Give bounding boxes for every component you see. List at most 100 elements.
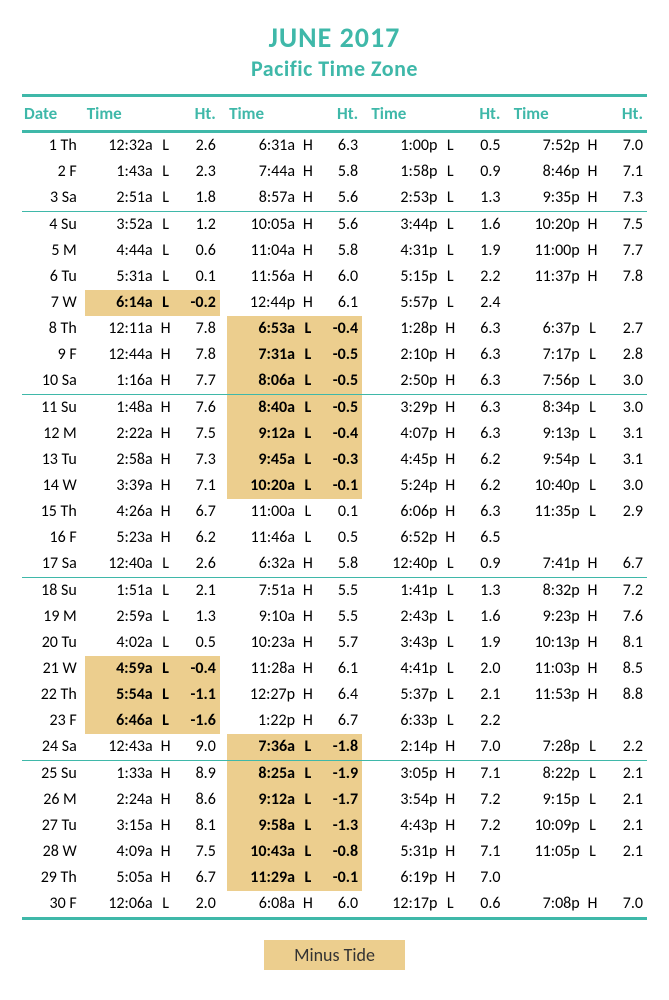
cell: 6.2 <box>176 525 219 551</box>
cell: 6.2 <box>461 447 504 473</box>
cell: 4:44a <box>85 238 155 264</box>
cell-date: 5 M <box>22 238 85 264</box>
table-row: 29 Th5:05aH6.711:29aL-0.16:19pH7.0 <box>22 865 647 891</box>
cell: 4:07p <box>369 421 439 447</box>
cell-date: 21 W <box>22 656 85 682</box>
cell: 8:40a <box>227 395 297 421</box>
cell: 6.3 <box>461 342 504 368</box>
cell: 7:08p <box>512 891 582 917</box>
cell: 6:19p <box>369 865 439 891</box>
cell: H <box>582 551 604 577</box>
cell: H <box>155 813 177 839</box>
cell <box>603 708 647 734</box>
cell: 3.0 <box>603 473 647 499</box>
cell: 9:35p <box>512 185 582 211</box>
table-row: 15 Th4:26aH6.711:00aL0.16:06pH6.311:35pL… <box>22 499 647 525</box>
cell: H <box>439 316 461 342</box>
cell: 1:00p <box>369 133 439 159</box>
cell <box>582 525 604 551</box>
cell: 1:16a <box>85 368 155 394</box>
cell: L <box>439 133 461 159</box>
cell-date: 27 Tu <box>22 813 85 839</box>
cell: 3.1 <box>603 447 647 473</box>
cell: 2.0 <box>461 656 504 682</box>
cell: 11:29a <box>227 865 297 891</box>
cell: L <box>439 578 461 604</box>
cell: 6.3 <box>461 316 504 342</box>
cell: 10:05a <box>227 212 297 238</box>
cell: 9:58a <box>227 813 297 839</box>
cell: 2.1 <box>603 839 647 865</box>
cell: H <box>297 551 319 577</box>
cell: H <box>297 630 319 656</box>
col-time: Time <box>227 97 319 130</box>
col-ht: Ht. <box>461 97 504 130</box>
cell: L <box>155 708 177 734</box>
cell: 5:24p <box>369 473 439 499</box>
cell: 6:33p <box>369 708 439 734</box>
table-row: 8 Th12:11aH7.86:53aL-0.41:28pH6.36:37pL2… <box>22 316 647 342</box>
cell: 2:22a <box>85 421 155 447</box>
cell: L <box>582 499 604 525</box>
cell: L <box>439 630 461 656</box>
cell: 4:26a <box>85 499 155 525</box>
cell: 6.2 <box>461 473 504 499</box>
cell: 5.8 <box>319 159 362 185</box>
cell: H <box>297 682 319 708</box>
cell-date: 30 F <box>22 891 85 917</box>
cell: 2:58a <box>85 447 155 473</box>
cell: 7:44a <box>227 159 297 185</box>
cell-date: 24 Sa <box>22 734 85 760</box>
cell: 12:44a <box>85 342 155 368</box>
cell: 7.0 <box>603 891 647 917</box>
cell: 7.8 <box>176 316 219 342</box>
cell: 2:14p <box>369 734 439 760</box>
cell: 8.6 <box>176 787 219 813</box>
cell-date: 23 F <box>22 708 85 734</box>
cell: 5:54a <box>85 682 155 708</box>
cell: H <box>297 159 319 185</box>
cell: 7:36a <box>227 734 297 760</box>
cell: L <box>297 499 319 525</box>
cell: -0.5 <box>319 342 362 368</box>
cell: 7.6 <box>603 604 647 630</box>
cell: L <box>582 395 604 421</box>
cell: 2.2 <box>461 264 504 290</box>
table-row: 18 Su1:51aL2.17:51aH5.51:41pL1.38:32pH7.… <box>22 578 647 604</box>
cell: 7.5 <box>176 839 219 865</box>
cell: H <box>155 761 177 787</box>
cell: H <box>297 133 319 159</box>
cell: H <box>582 578 604 604</box>
cell <box>512 290 582 316</box>
cell <box>603 865 647 891</box>
cell: 1.3 <box>461 185 504 211</box>
cell: 1.9 <box>461 630 504 656</box>
cell: 6.1 <box>319 656 362 682</box>
cell: 12:27p <box>227 682 297 708</box>
cell-date: 25 Su <box>22 761 85 787</box>
cell: H <box>582 604 604 630</box>
cell: L <box>439 891 461 917</box>
cell: 3:05p <box>369 761 439 787</box>
cell: -0.5 <box>319 395 362 421</box>
cell: 6.7 <box>319 708 362 734</box>
cell-date: 22 Th <box>22 682 85 708</box>
cell: 1.9 <box>461 238 504 264</box>
cell <box>512 708 582 734</box>
table-row: 20 Tu4:02aL0.510:23aH5.73:43pL1.910:13pH… <box>22 630 647 656</box>
cell: 11:05p <box>512 839 582 865</box>
cell: 3:39a <box>85 473 155 499</box>
col-time: Time <box>512 97 604 130</box>
cell: 10:40p <box>512 473 582 499</box>
cell: 7.2 <box>603 578 647 604</box>
legend-minus-tide: Minus Tide <box>264 940 405 970</box>
cell-date: 2 F <box>22 159 85 185</box>
cell: 1:33a <box>85 761 155 787</box>
cell: 3:52a <box>85 212 155 238</box>
cell: 8.8 <box>603 682 647 708</box>
cell: 6:46a <box>85 708 155 734</box>
cell: 1:51a <box>85 578 155 604</box>
cell: L <box>439 656 461 682</box>
cell: H <box>155 787 177 813</box>
cell: H <box>297 185 319 211</box>
